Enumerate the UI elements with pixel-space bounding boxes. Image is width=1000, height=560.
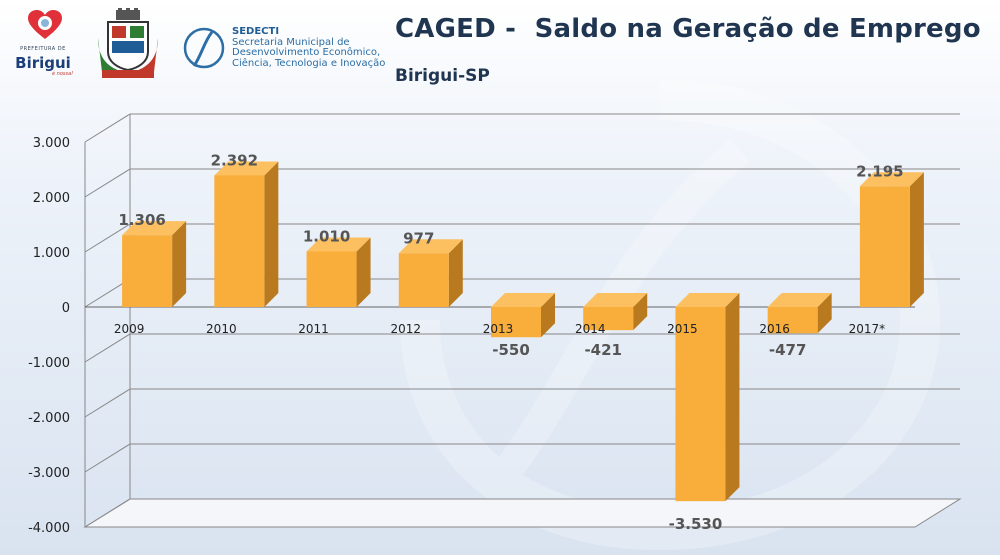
data-label: -477 xyxy=(769,341,807,359)
x-tick-label: 2011 xyxy=(298,322,329,336)
sedecti-name: SEDECTI xyxy=(232,26,280,37)
bar-side xyxy=(817,293,832,334)
chart-floor xyxy=(83,498,962,528)
data-label: -421 xyxy=(584,341,622,359)
x-tick-label: 2009 xyxy=(114,322,145,336)
page-title: CAGED - Saldo na Geração de Emprego xyxy=(395,14,981,44)
bar-top xyxy=(767,293,832,307)
y-tick-label: -3.000 xyxy=(28,466,70,481)
data-label: -3.530 xyxy=(669,515,723,533)
bar-side xyxy=(633,293,648,331)
data-label: 2.195 xyxy=(856,162,903,180)
sedecti-text: SEDECTI Secretaria Municipal de Desenvol… xyxy=(232,26,386,69)
y-tick-label: -4.000 xyxy=(28,521,70,536)
bar-top xyxy=(306,237,371,252)
data-label: 1.306 xyxy=(118,211,165,229)
heart-icon xyxy=(28,10,62,39)
sedecti-line2: Desenvolvimento Econômico, xyxy=(232,47,381,58)
x-tick-label: 2014 xyxy=(575,322,606,336)
bar xyxy=(767,307,818,334)
bar-top xyxy=(491,293,555,307)
y-tick-label: -1.000 xyxy=(28,356,70,371)
logo-city-text: Birigui xyxy=(15,54,71,72)
bar-top xyxy=(583,293,648,307)
y-tick-label: 3.000 xyxy=(33,136,70,151)
x-tick-label: 2015 xyxy=(667,322,698,336)
sedecti-logo-icon xyxy=(183,27,225,69)
x-tick-label: 2012 xyxy=(391,322,422,336)
x-tick-label: 2016 xyxy=(759,322,790,336)
y-tick-label: 2.000 xyxy=(33,191,70,206)
y-tick-label: 0 xyxy=(62,301,70,316)
x-tick-label: 2010 xyxy=(206,322,237,336)
sedecti-line3: Ciência, Tecnologia e Inovação xyxy=(232,57,386,69)
bar xyxy=(491,307,541,338)
logo-prefeitura-text: PREFEITURA DE xyxy=(20,46,66,52)
bar-side xyxy=(448,239,463,307)
sedecti-line1: Secretaria Municipal de xyxy=(232,36,350,48)
bar xyxy=(214,175,265,307)
bar xyxy=(675,307,726,502)
bar xyxy=(306,251,357,307)
bar-top xyxy=(122,221,187,236)
bar xyxy=(122,235,173,307)
page-subtitle: Birigui-SP xyxy=(395,66,490,86)
bar xyxy=(398,253,449,307)
data-label: 1.010 xyxy=(303,227,350,245)
coat-of-arms-icon xyxy=(98,8,158,78)
data-label: 2.392 xyxy=(211,151,258,169)
gridline-side xyxy=(84,443,131,473)
bar-top xyxy=(398,239,463,254)
gridline-side xyxy=(84,388,131,418)
gridline-side xyxy=(84,223,131,253)
gridline-side xyxy=(84,113,131,143)
bar-top xyxy=(675,293,740,307)
bar-side xyxy=(264,161,279,307)
bar xyxy=(583,307,634,331)
x-tick-label: 2013 xyxy=(483,322,514,336)
gridline-side xyxy=(84,498,131,528)
bar-side xyxy=(172,221,187,307)
bar-side xyxy=(541,293,555,338)
logo-tagline-text: é nossa! xyxy=(52,71,74,77)
gridline-side xyxy=(84,333,131,363)
bar-side xyxy=(909,172,924,307)
x-tick-label: 2017* xyxy=(849,322,886,336)
y-tick-label: -2.000 xyxy=(28,411,70,426)
data-label: -550 xyxy=(492,341,530,359)
bar-side xyxy=(725,293,740,502)
bar-top xyxy=(214,161,279,176)
y-tick-label: 1.000 xyxy=(33,246,70,261)
bar-side xyxy=(356,237,371,307)
bar xyxy=(859,186,910,307)
bar-top xyxy=(859,172,924,187)
gridline-side xyxy=(84,168,131,198)
birigui-logo: PREFEITURA DE Birigui é nossa! xyxy=(8,8,78,78)
data-label: 977 xyxy=(403,229,434,247)
